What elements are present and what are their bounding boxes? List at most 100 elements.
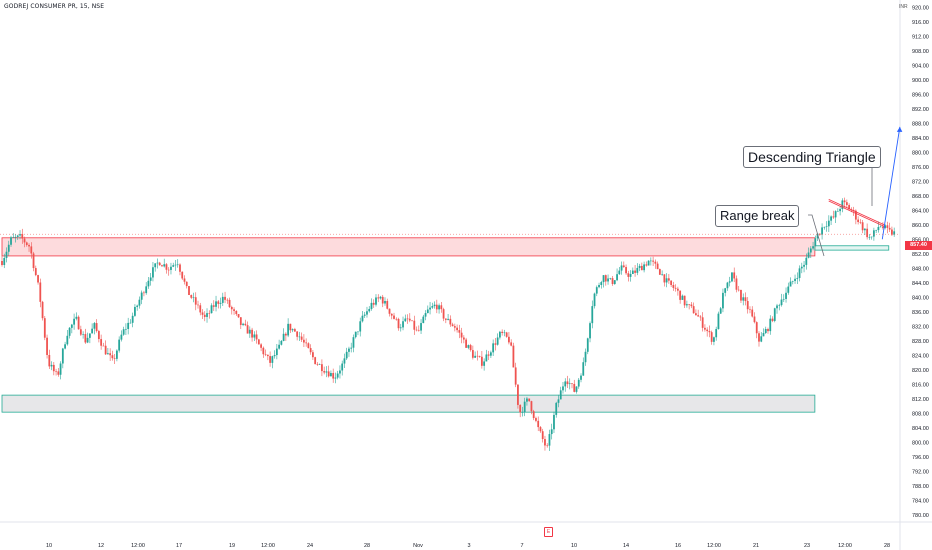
x-tick-label: 17 [176,543,182,549]
candle-body [397,318,400,329]
y-tick-label: 784.00 [912,498,929,504]
candle-body [609,278,612,279]
range-break-callout[interactable]: Range break [715,205,800,227]
candle-body [836,211,839,212]
candle-body [14,236,17,238]
candle-body [12,237,15,238]
candle-body [510,342,513,346]
candle-body [345,351,348,359]
candle-body [426,309,429,314]
x-tick-label: 10 [46,543,52,549]
candle-body [433,304,436,307]
candle-body [408,318,411,321]
candle-body [366,311,368,315]
candle-body [257,339,260,345]
candle-body [785,292,787,299]
candle-body [208,313,211,314]
candle-body [832,216,835,218]
candle-body [444,318,447,320]
candle-body [215,301,217,307]
candle-body [670,280,673,285]
candle-body [37,275,39,283]
candle-body [251,329,253,338]
candle-body [719,308,722,314]
candle-body [532,411,535,419]
candle-body [3,258,6,265]
candle-body [575,386,578,392]
candle-body [102,345,105,347]
y-tick-label: 852.00 [912,252,929,258]
candle-body [589,323,591,339]
candle-body [688,304,691,305]
candle-body [667,278,670,281]
candle-body [406,318,409,320]
candle-body [508,336,510,343]
candle-body [156,262,159,264]
candle-body [665,278,668,283]
candle-body [93,323,96,329]
candle-body [715,329,718,338]
candle-body [440,305,443,310]
candle-body [431,306,434,308]
x-tick-label: 19 [229,543,235,549]
currency-label: INR [899,4,908,10]
y-tick-label: 856.00 [912,237,929,243]
candle-body [789,281,792,287]
candle-body [10,237,12,245]
candle-body [863,228,866,231]
y-tick-label: 888.00 [912,121,929,127]
candle-body [604,275,607,282]
candle-body [517,384,519,405]
candle-body [219,302,222,304]
candle-body [627,273,630,277]
candle-body [487,354,490,356]
y-tick-label: 840.00 [912,295,929,301]
candle-body [460,332,463,338]
x-tick-label: 28 [884,543,890,549]
y-tick-label: 796.00 [912,455,929,461]
candle-body [825,226,828,227]
candle-body [634,270,636,273]
candle-body [226,299,229,301]
y-tick-label: 864.00 [912,208,929,214]
y-tick-label: 920.00 [912,5,929,11]
candle-body [34,268,37,276]
y-tick-label: 836.00 [912,310,929,316]
candle-body [767,328,769,332]
candle-body [453,326,456,328]
descending-triangle-callout[interactable]: Descending Triangle [743,146,881,168]
candle-body [780,299,783,306]
candle-body [692,306,695,314]
candle-body [643,264,645,271]
candle-body [442,309,445,319]
candle-body [84,334,87,343]
candle-body [717,313,720,330]
x-tick-label: 3 [467,543,470,549]
candle-body [147,280,150,287]
candle-body [318,364,321,365]
candle-body [654,261,657,264]
candle-body [300,336,303,340]
candle-body [122,329,125,335]
candle-body [458,330,461,333]
candle-body [70,324,73,328]
candle-body [875,230,878,231]
candle-body [280,340,283,345]
candle-body [131,315,134,323]
candle-body [749,309,751,310]
candle-body [118,339,121,351]
candle-body [530,401,533,412]
earnings-icon[interactable]: E [544,527,553,537]
candle-body [625,267,627,274]
candle-body [814,238,817,247]
candle-body [636,267,639,273]
candle-body [735,278,738,290]
candle-body [109,353,112,356]
candle-body [75,316,78,319]
candle-body [796,277,799,279]
candle-body [866,228,869,238]
candle-body [197,304,199,306]
projection-arrowhead [896,126,903,132]
candle-body [566,381,569,385]
